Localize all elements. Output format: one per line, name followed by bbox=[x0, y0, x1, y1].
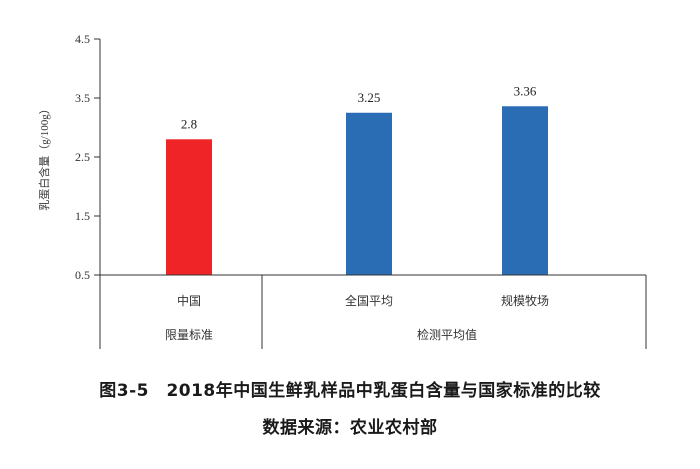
data-label: 3.36 bbox=[514, 83, 537, 98]
bars bbox=[166, 106, 548, 275]
data-source: 数据来源：农业农村部 bbox=[262, 418, 438, 438]
y-axis-title: 乳蛋白含量（g/100g） bbox=[37, 103, 51, 211]
category-labels: 中国 全国平均 规模牧场 bbox=[177, 293, 549, 308]
category-label: 中国 bbox=[177, 293, 201, 308]
x-axis bbox=[100, 274, 647, 349]
data-label: 2.8 bbox=[181, 116, 197, 131]
category-label: 全国平均 bbox=[345, 293, 393, 308]
y-tick-label: 0.5 bbox=[75, 268, 90, 282]
y-tick-label: 3.5 bbox=[75, 91, 90, 105]
y-ticks: 0.5 1.5 2.5 3.5 4.5 bbox=[75, 32, 100, 282]
y-tick-label: 1.5 bbox=[75, 209, 90, 223]
data-labels: 2.8 3.25 3.36 bbox=[181, 83, 537, 131]
protein-bar-chart: 0.5 1.5 2.5 3.5 4.5 乳蛋白含量（g/100g） 2.8 3.25 3.3… bbox=[37, 32, 647, 349]
group-label: 限量标准 bbox=[165, 328, 213, 342]
bar bbox=[502, 106, 548, 275]
y-tick-label: 4.5 bbox=[75, 32, 90, 46]
bar bbox=[346, 112, 392, 275]
group-labels: 限量标准 检测平均值 bbox=[165, 327, 477, 342]
group-label: 检测平均值 bbox=[417, 327, 477, 342]
data-label: 3.25 bbox=[358, 90, 381, 105]
bar bbox=[166, 139, 212, 275]
category-label: 规模牧场 bbox=[501, 293, 549, 308]
figure-caption: 图3-5 2018年中国生鲜乳样品中乳蛋白含量与国家标准的比较 bbox=[99, 381, 601, 401]
y-tick-label: 2.5 bbox=[75, 150, 90, 164]
